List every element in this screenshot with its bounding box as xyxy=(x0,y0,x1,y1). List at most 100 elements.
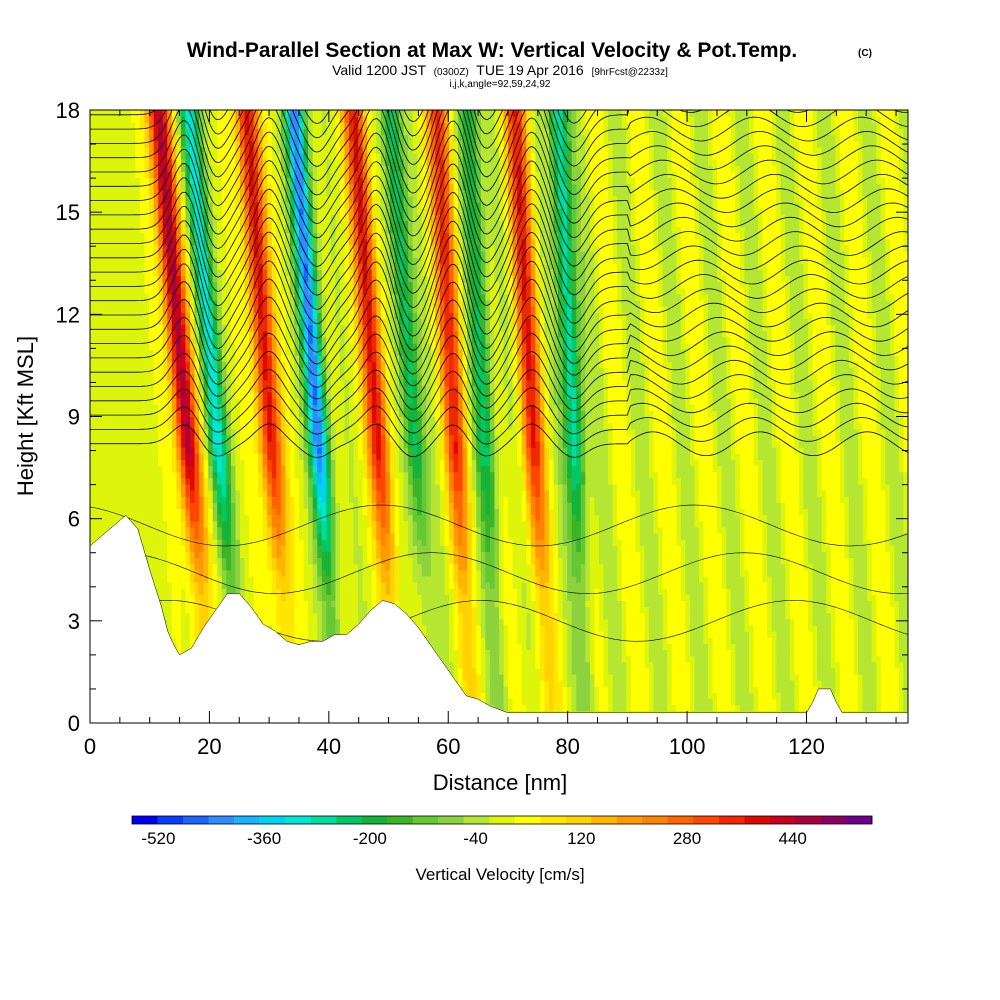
field-cell xyxy=(881,570,886,577)
field-cell xyxy=(585,564,590,571)
field-cell xyxy=(604,533,609,540)
field-cell xyxy=(840,515,845,522)
field-cell xyxy=(394,588,399,595)
field-cell xyxy=(803,631,808,638)
field-cell xyxy=(699,539,704,546)
field-cell xyxy=(90,508,95,515)
field-cell xyxy=(826,545,831,552)
field-cell xyxy=(654,643,659,650)
field-cell xyxy=(681,637,686,644)
field-cell xyxy=(581,515,586,522)
field-cell xyxy=(785,607,790,614)
field-cell xyxy=(785,533,790,540)
field-cell xyxy=(622,619,627,626)
field-cell xyxy=(217,527,222,534)
field-cell xyxy=(290,508,295,515)
field-cell xyxy=(644,564,649,571)
field-cell xyxy=(626,649,631,656)
field-cell xyxy=(549,533,554,540)
field-cell xyxy=(731,515,736,522)
field-cell xyxy=(390,533,395,540)
field-cell xyxy=(181,490,186,497)
field-cell xyxy=(540,551,545,558)
field-cell xyxy=(285,521,290,528)
field-cell xyxy=(272,557,277,564)
field-cell xyxy=(349,594,354,601)
field-cell xyxy=(794,533,799,540)
field-cell xyxy=(699,582,704,589)
field-cell xyxy=(631,508,636,515)
field-cell xyxy=(649,705,654,712)
field-cell xyxy=(726,539,731,546)
field-cell xyxy=(526,643,531,650)
field-cell xyxy=(604,521,609,528)
field-cell xyxy=(713,692,718,699)
field-cell xyxy=(831,521,836,528)
field-cell xyxy=(326,625,331,632)
field-cell xyxy=(485,637,490,644)
field-cell xyxy=(490,557,495,564)
field-cell xyxy=(449,557,454,564)
field-cell xyxy=(544,521,549,528)
field-cell xyxy=(531,570,536,577)
field-cell xyxy=(726,594,731,601)
field-cell xyxy=(235,570,240,577)
field-cell xyxy=(694,508,699,515)
field-cell xyxy=(167,570,172,577)
field-cell xyxy=(799,656,804,663)
field-cell xyxy=(499,643,504,650)
field-cell xyxy=(499,545,504,552)
field-cell xyxy=(535,527,540,534)
field-cell xyxy=(135,502,140,509)
field-cell xyxy=(758,533,763,540)
field-cell xyxy=(463,521,468,528)
field-cell xyxy=(667,686,672,693)
field-cell xyxy=(594,686,599,693)
field-cell xyxy=(758,643,763,650)
field-cell xyxy=(563,600,568,607)
field-cell xyxy=(776,631,781,638)
field-cell xyxy=(299,539,304,546)
field-cell xyxy=(199,576,204,583)
field-cell xyxy=(876,607,881,614)
field-cell xyxy=(740,570,745,577)
field-cell xyxy=(340,557,345,564)
field-cell xyxy=(867,551,872,558)
field-cell xyxy=(803,521,808,528)
field-cell xyxy=(672,545,677,552)
field-cell xyxy=(894,527,899,534)
field-cell xyxy=(499,527,504,534)
field-cell xyxy=(858,576,863,583)
field-cell xyxy=(613,643,618,650)
field-cell xyxy=(794,588,799,595)
field-cell xyxy=(790,521,795,528)
field-cell xyxy=(308,564,313,571)
field-cell xyxy=(681,527,686,534)
field-cell xyxy=(654,600,659,607)
field-cell xyxy=(794,594,799,601)
field-cell xyxy=(504,551,509,558)
field-cell xyxy=(508,588,513,595)
field-cell xyxy=(195,533,200,540)
field-cell xyxy=(544,551,549,558)
field-cell xyxy=(435,496,440,503)
field-cell xyxy=(199,539,204,546)
field-cell xyxy=(867,625,872,632)
field-cell xyxy=(794,502,799,509)
field-cell xyxy=(435,625,440,632)
field-cell xyxy=(772,680,777,687)
field-cell xyxy=(863,545,868,552)
field-cell xyxy=(608,649,613,656)
field-cell xyxy=(853,576,858,583)
field-cell xyxy=(635,656,640,663)
field-cell xyxy=(835,502,840,509)
field-cell xyxy=(581,619,586,626)
field-cell xyxy=(631,698,636,705)
field-cell xyxy=(267,551,272,558)
field-cell xyxy=(267,607,272,614)
field-cell xyxy=(117,490,122,497)
field-cell xyxy=(890,545,895,552)
field-cell xyxy=(272,594,277,601)
field-cell xyxy=(454,588,459,595)
field-cell xyxy=(722,668,727,675)
